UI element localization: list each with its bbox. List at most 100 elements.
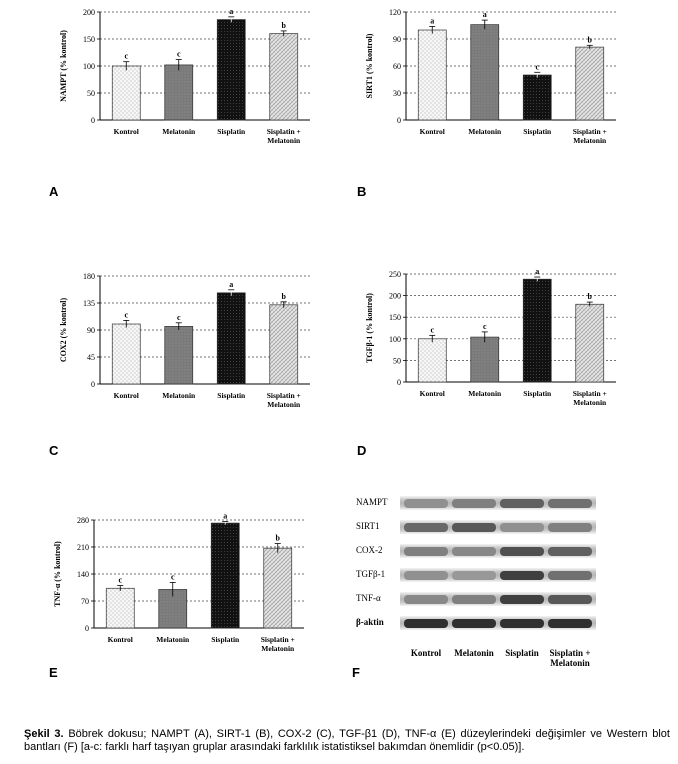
x-tick-label: Sisplatin + bbox=[573, 389, 607, 398]
significance-letter: a bbox=[535, 267, 539, 276]
significance-letter: b bbox=[276, 534, 281, 543]
bar bbox=[263, 547, 293, 629]
bar bbox=[269, 304, 299, 385]
blot-band bbox=[548, 499, 592, 508]
y-tick-label: 200 bbox=[389, 292, 401, 301]
blot-strip bbox=[400, 544, 596, 558]
y-tick-label: 180 bbox=[83, 272, 95, 281]
bar bbox=[575, 46, 605, 121]
y-tick-label: 0 bbox=[85, 624, 89, 633]
x-tick-label: Melatonin bbox=[162, 127, 196, 136]
panel-letter-c: C bbox=[49, 443, 59, 458]
x-tick-label: Sisplatin bbox=[217, 127, 246, 136]
y-tick-label: 140 bbox=[77, 570, 89, 579]
chart-panel-d: 0 50 100 150 200 250 TGFβ-1 (% kontrol) c Kontro… bbox=[365, 267, 616, 407]
significance-letter: a bbox=[229, 280, 233, 289]
significance-letter: a bbox=[430, 16, 434, 25]
blot-band bbox=[500, 547, 544, 556]
panel-letter-e: E bbox=[49, 665, 58, 680]
significance-letter: c bbox=[535, 62, 539, 71]
chart-panel-c: 0 45 90 135 180 COX2 (% kontrol) c Kontrol c Mela… bbox=[59, 272, 310, 409]
significance-letter: a bbox=[223, 512, 227, 521]
significance-letter: c bbox=[171, 572, 175, 581]
x-tick-label: Melatonin bbox=[156, 635, 190, 644]
x-tick-label: Melatonin bbox=[261, 644, 295, 653]
bar bbox=[522, 74, 552, 121]
blot-row-label: NAMPT bbox=[356, 497, 388, 507]
blot-strip bbox=[400, 568, 596, 582]
significance-letter: b bbox=[282, 21, 287, 30]
x-tick-label: Sisplatin bbox=[523, 127, 552, 136]
bar bbox=[216, 292, 246, 385]
blot-column-label: Melatonin bbox=[454, 648, 494, 658]
bar bbox=[164, 326, 194, 385]
x-tick-label: Sisplatin bbox=[217, 391, 246, 400]
y-tick-label: 0 bbox=[397, 378, 401, 387]
y-tick-label: 70 bbox=[81, 597, 89, 606]
bar bbox=[105, 587, 135, 629]
significance-letter: c bbox=[177, 50, 181, 59]
significance-letter: c bbox=[430, 325, 434, 334]
blot-row-label: TNF-α bbox=[356, 593, 381, 603]
blot-row-label: β-aktin bbox=[356, 617, 384, 627]
bar bbox=[522, 278, 552, 383]
bar bbox=[111, 65, 141, 121]
blot-band bbox=[500, 571, 544, 580]
blot-strip bbox=[400, 520, 596, 534]
chart-panel-e: 0 70 140 210 280 TNF-α (% kontrol) c Kontrol c Me… bbox=[53, 512, 304, 653]
blot-band bbox=[452, 499, 496, 508]
y-tick-label: 50 bbox=[393, 356, 401, 365]
blot-band bbox=[500, 619, 544, 628]
x-tick-label: Kontrol bbox=[114, 127, 139, 136]
y-tick-label: 210 bbox=[77, 543, 89, 552]
blot-column-label: Kontrol bbox=[410, 648, 442, 658]
x-tick-label: Melatonin bbox=[573, 136, 607, 145]
blot-band bbox=[500, 499, 544, 508]
blot-band bbox=[500, 523, 544, 532]
panel-letter-b: B bbox=[357, 184, 367, 199]
blot-strip bbox=[400, 616, 596, 630]
x-tick-label: Sisplatin + bbox=[573, 127, 607, 136]
blot-strip bbox=[400, 592, 596, 606]
x-tick-label: Melatonin bbox=[267, 136, 301, 145]
y-tick-label: 60 bbox=[393, 62, 401, 71]
y-tick-label: 45 bbox=[87, 353, 95, 362]
panel-letter-f: F bbox=[352, 665, 360, 680]
caption-label: Şekil 3. bbox=[24, 728, 64, 740]
y-tick-label: 120 bbox=[389, 8, 401, 17]
x-tick-label: Kontrol bbox=[420, 389, 445, 398]
bar bbox=[269, 33, 299, 121]
blot-row-label: COX-2 bbox=[356, 545, 383, 555]
y-tick-label: 100 bbox=[389, 335, 401, 344]
bar bbox=[470, 336, 500, 383]
y-tick-label: 30 bbox=[393, 89, 401, 98]
y-tick-label: 100 bbox=[83, 62, 95, 71]
y-tick-label: 90 bbox=[87, 326, 95, 335]
x-tick-label: Sisplatin bbox=[523, 389, 552, 398]
significance-letter: a bbox=[229, 7, 233, 16]
blot-band bbox=[452, 547, 496, 556]
blot-band bbox=[404, 595, 448, 604]
y-tick-label: 280 bbox=[77, 516, 89, 525]
bar bbox=[210, 522, 240, 629]
blot-band bbox=[452, 523, 496, 532]
blot-band bbox=[404, 523, 448, 532]
x-tick-label: Melatonin bbox=[162, 391, 196, 400]
y-tick-label: 0 bbox=[397, 116, 401, 125]
bar bbox=[417, 29, 447, 121]
bar bbox=[164, 64, 194, 121]
y-tick-label: 0 bbox=[91, 116, 95, 125]
significance-letter: b bbox=[282, 292, 287, 301]
figure-caption: Şekil 3. Böbrek dokusu; NAMPT (A), SIRT-… bbox=[24, 728, 670, 754]
bar bbox=[111, 323, 141, 385]
panel-letter-a: A bbox=[49, 184, 59, 199]
western-blot: NAMPT SIRT1 COX-2 TGFβ-1 TNF-α β-aktin Kontrol… bbox=[356, 488, 596, 678]
blot-band bbox=[548, 523, 592, 532]
x-tick-label: Sisplatin + bbox=[261, 635, 295, 644]
chart-panel-a: 0 50 100 150 200 NAMPT (% kontrol) c Kontrol c Me… bbox=[59, 7, 310, 145]
blot-band bbox=[548, 571, 592, 580]
y-axis-label: TGFβ-1 (% kontrol) bbox=[365, 293, 374, 363]
blot-column-label: Sisplatin + Melatonin bbox=[549, 648, 591, 668]
blot-band bbox=[500, 595, 544, 604]
blot-band bbox=[548, 547, 592, 556]
